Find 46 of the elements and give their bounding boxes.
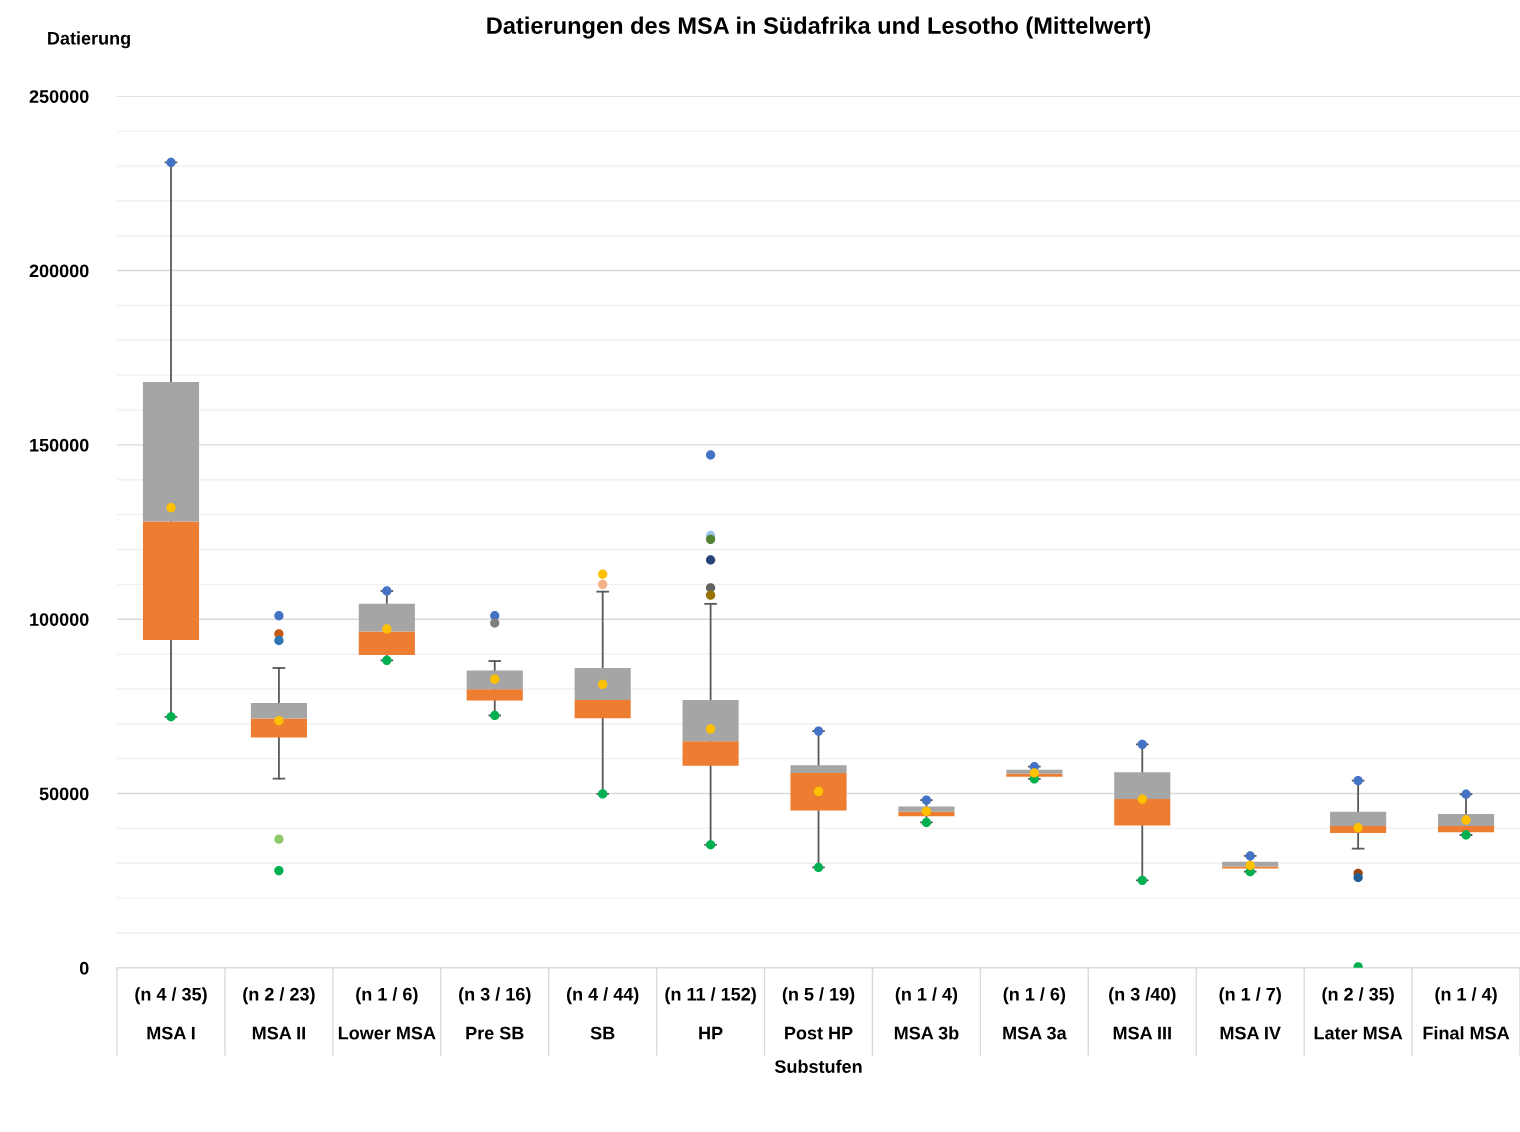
point: [598, 789, 608, 799]
category-label: (n 1 / 7) MSA IV: [1219, 987, 1281, 1040]
point: [921, 795, 932, 805]
point: [1353, 775, 1363, 786]
point: [382, 586, 392, 596]
point: [813, 862, 824, 873]
point: [1137, 739, 1147, 750]
point: [274, 865, 284, 876]
point: [166, 157, 176, 168]
point: [490, 611, 500, 621]
category-label: (n 2 / 35) Later MSA: [1314, 987, 1403, 1040]
category-label: (n 1 / 4) MSA 3b: [894, 987, 959, 1040]
point: [274, 635, 284, 646]
category-label: (n 2 / 23) MSA II: [243, 987, 315, 1040]
point: [166, 712, 176, 722]
point: [1137, 875, 1147, 886]
category-label: (n 4 / 35) MSA I: [135, 987, 207, 1040]
category-label: (n 3 / 16) Pre SB: [459, 987, 531, 1040]
y-tick-label: 0: [79, 961, 89, 975]
point: [598, 569, 608, 579]
point: [1461, 830, 1471, 840]
point: [1245, 851, 1255, 861]
category-label: (n 1 / 6) MSA 3a: [1003, 987, 1067, 1040]
point: [921, 817, 932, 828]
category-label: (n 4 / 44) SB: [566, 987, 639, 1040]
point: [813, 726, 824, 736]
y-tick-label: 150000: [30, 438, 89, 452]
y-tick-label: 50000: [39, 787, 89, 801]
point: [490, 710, 500, 721]
category-label: (n 1 / 4) Final MSA: [1423, 987, 1510, 1040]
category-label: (n 3 /40) MSA III: [1109, 987, 1176, 1040]
point: [490, 618, 500, 628]
category-label: (n 5 / 19) Post HP: [782, 987, 855, 1040]
x-axis-title: Substufen: [774, 1059, 862, 1073]
category-label: (n 11 / 152) HP: [665, 987, 756, 1040]
point: [705, 450, 716, 460]
category-label: (n 1 / 6) Lower MSA: [338, 987, 436, 1040]
point: [705, 840, 716, 850]
point: [382, 655, 392, 665]
y-tick-label: 250000: [29, 90, 89, 103]
y-tick-label: 200000: [29, 264, 89, 278]
chart-title: Datierungen des MSA in Südafrika und Lesotho (Mittelwert): [487, 16, 1151, 39]
point: [1461, 789, 1471, 799]
y-axis-title: Datierung: [48, 31, 130, 49]
point: [274, 611, 284, 621]
y-tick-label: 100000: [30, 613, 89, 626]
